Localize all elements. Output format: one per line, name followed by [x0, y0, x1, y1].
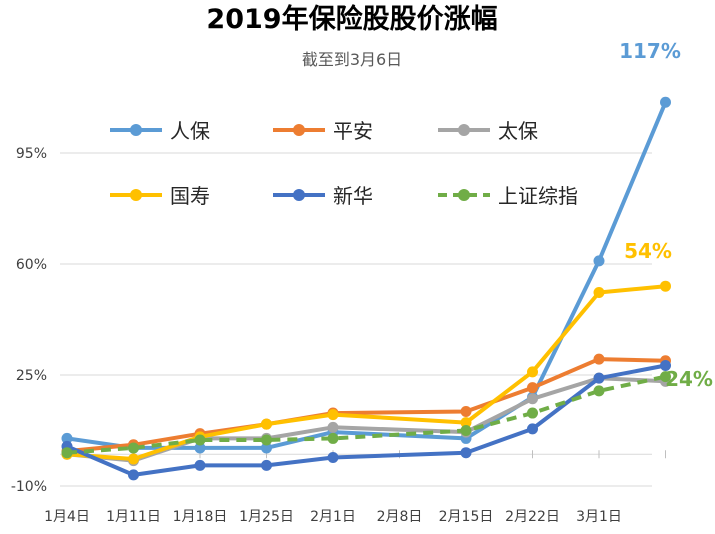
data-point — [261, 434, 272, 446]
legend-item: 国寿 — [110, 184, 210, 208]
legend-label: 人保 — [170, 119, 210, 143]
data-point — [527, 382, 538, 394]
data-point — [194, 442, 206, 454]
legend-label: 上证综指 — [498, 184, 578, 208]
data-point — [660, 96, 671, 108]
data-point — [194, 459, 206, 471]
y-tick-label: -10% — [11, 479, 47, 495]
legend-marker — [130, 189, 142, 201]
legend-label: 国寿 — [170, 184, 210, 208]
y-tick-label: 60% — [16, 257, 47, 273]
series-line — [65, 363, 668, 477]
series-line — [66, 374, 666, 455]
data-point — [527, 366, 538, 378]
data-point — [194, 434, 206, 446]
data-point — [460, 417, 472, 429]
legend-marker — [293, 189, 305, 201]
chart-title: 2019年保险股股价涨幅 — [206, 3, 497, 35]
legend-item: 人保 — [110, 119, 210, 143]
series-4 — [61, 359, 671, 481]
data-point — [261, 442, 272, 454]
callout-labels: 117% 54% 24% — [619, 39, 713, 391]
legend-item: 新华 — [273, 184, 373, 208]
data-point — [261, 418, 272, 430]
legend-item: 平安 — [273, 119, 373, 143]
data-point — [261, 459, 272, 471]
x-tick-label: 1月4日 — [44, 509, 90, 525]
data-point — [460, 405, 472, 417]
legend-marker — [293, 124, 305, 136]
legend-marker — [458, 189, 470, 201]
series-3 — [61, 280, 671, 465]
legend-marker — [130, 124, 142, 136]
data-point — [327, 451, 339, 463]
x-tick-label: 2月8日 — [377, 509, 423, 525]
data-point — [128, 469, 139, 481]
callout-label: 117% — [619, 39, 681, 63]
legend-marker — [458, 124, 470, 136]
data-point — [61, 432, 73, 444]
y-axis-ticks: -10% 25% 60% 95% — [11, 146, 47, 495]
data-point — [527, 407, 538, 419]
series-0 — [61, 96, 671, 454]
callout-label: 54% — [624, 239, 672, 263]
data-point — [660, 359, 671, 371]
data-point — [527, 393, 538, 405]
x-tick-label: 1月11日 — [106, 509, 161, 525]
legend-label: 太保 — [498, 119, 538, 143]
x-tick-label: 1月25日 — [239, 509, 294, 525]
x-tick-label: 2月15日 — [439, 509, 494, 525]
data-point — [61, 447, 73, 459]
series-line — [65, 357, 668, 454]
data-point — [593, 353, 605, 365]
legend-item: 太保 — [438, 119, 538, 143]
data-point — [327, 409, 339, 421]
data-point — [327, 421, 339, 433]
series-lines — [61, 96, 671, 481]
data-point — [128, 442, 139, 454]
y-tick-label: 95% — [16, 146, 47, 162]
x-tick-label: 2月22日 — [505, 509, 560, 525]
data-point — [593, 385, 605, 397]
legend-item: 上证综指 — [438, 184, 578, 208]
series-1 — [61, 353, 671, 457]
chart-subtitle: 截至到3月6日 — [302, 50, 402, 69]
data-point — [128, 453, 139, 465]
data-point — [460, 447, 472, 459]
data-point — [593, 287, 605, 299]
data-point — [527, 423, 538, 435]
x-tick-label: 1月18日 — [173, 509, 228, 525]
x-axis-ticks: 1月4日 1月11日 1月18日 1月25日 2月1日 2月8日 2月15日 2月22日 3月1… — [44, 450, 666, 525]
x-tick-label: 3月1日 — [576, 509, 622, 525]
data-point — [460, 425, 472, 436]
data-point — [660, 371, 671, 383]
data-point — [660, 280, 671, 292]
data-point — [593, 255, 605, 267]
callout-label: 24% — [665, 367, 713, 391]
y-tick-label: 25% — [16, 368, 47, 384]
legend-label: 平安 — [333, 119, 373, 143]
series-5 — [61, 371, 671, 459]
x-tick-label: 2月1日 — [310, 509, 356, 525]
data-point — [327, 432, 339, 444]
data-point — [593, 372, 605, 384]
legend-label: 新华 — [333, 184, 373, 208]
